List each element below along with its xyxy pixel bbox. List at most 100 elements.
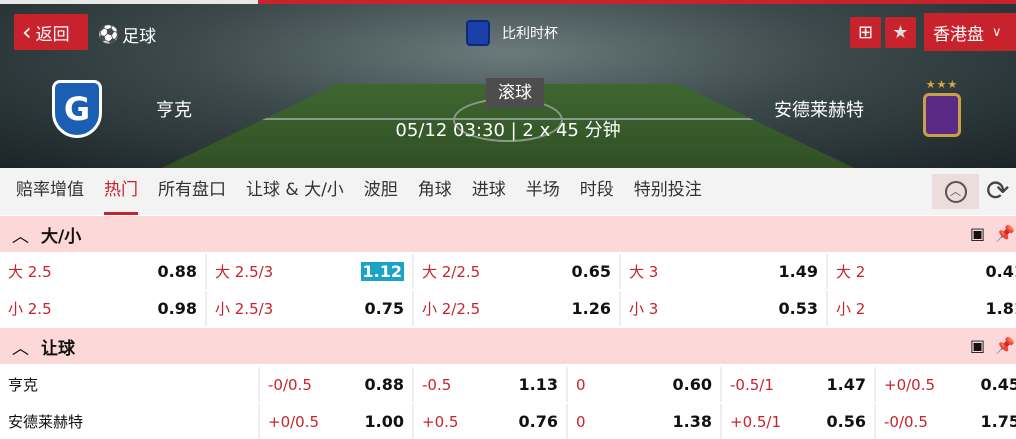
odds-cell[interactable]: -0.5/1 1.47 [722,367,874,402]
tab-9[interactable]: 特别投注 [633,180,702,200]
collapse-all-button[interactable]: ︿ [932,174,979,209]
odds-value: 1.49 [778,262,818,281]
odds-cell[interactable]: 大 2/2.5 0.65 [414,254,619,289]
odds-value: 1.13 [518,375,558,394]
handicap-label: +0.5/1 [730,412,782,431]
odds-value: 1.00 [364,412,404,431]
team-name: 安德莱赫特 [8,413,84,431]
odds-cell[interactable]: 0 0.60 [568,367,720,402]
stats-icon[interactable]: ▣ [970,336,986,355]
star-icon: ★ [892,22,909,43]
tab-2[interactable]: 所有盘口 [158,180,226,200]
back-button[interactable]: ‹ 返回 [14,14,88,50]
handicap-label: -0/0.5 [268,375,312,394]
odds-cell[interactable]: -0.5 1.13 [414,367,566,402]
odds-cell[interactable]: 大 2.5/3 1.12 [207,254,412,289]
section-handicap[interactable]: ︿ 让球 ▣ 📌 [0,328,1016,364]
line-label: 大 2.5 [8,263,52,281]
home-team-crest: G [52,80,102,138]
line-label: 大 2.5/3 [215,263,274,281]
odds-value: 1.81 [985,299,1016,318]
odds-value: 0.45 [980,375,1016,394]
odds-cell[interactable]: 小 2.5/3 0.75 [207,291,412,326]
handicap-label: -0.5/1 [730,375,774,394]
handicap-label: +0/0.5 [884,375,936,394]
stats-icon[interactable]: ▣ [970,224,986,243]
odds-cell[interactable]: 大 2.5 0.88 [0,254,205,289]
kickoff-time: 05/12 03:30 | 2 x 45 分钟 [395,120,621,141]
handicap-label: 0 [576,412,586,431]
chevron-left-icon: ‹ [22,18,32,46]
chevron-up-icon: ︿ [12,226,29,247]
away-team-crest: ★★★ [920,78,964,138]
odds-cell[interactable]: +0.5 0.76 [414,404,566,439]
loading-bar [0,0,1016,4]
odds-value: 0.88 [157,262,197,281]
odds-row: 亨克 -0/0.5 0.88 -0.5 1.13 0 0.60 -0.5/1 1.47 +0/0.… [0,367,1016,402]
odds-cell[interactable]: +0.5/1 0.56 [722,404,874,439]
sport-name: 足球 [122,27,157,47]
line-label: 小 2.5 [8,300,52,318]
odds-cell[interactable]: +0/0.5 1.00 [260,404,412,439]
chevron-up-icon: ︿ [12,338,29,359]
odds-cell[interactable]: 小 2.5 0.98 [0,291,205,326]
odds-cell[interactable]: 大 3 1.49 [621,254,826,289]
odds-row: 小 2.5 0.98 小 2.5/3 0.75 小 2/2.5 1.26 小 3 0.53 小 … [0,291,1016,326]
team-name: 亨克 [8,376,39,394]
odds-row: 大 2.5 0.88 大 2.5/3 1.12 大 2/2.5 0.65 大 3 1.49 大 … [0,254,1016,289]
odds-type-label: 香港盘 [933,24,984,45]
odds-value: 0.88 [364,375,404,394]
pin-icon[interactable]: 📌 [995,336,1016,355]
odds-value: 0.56 [826,412,866,431]
odds-value: 1.75 [980,412,1016,431]
refresh-button[interactable]: ⟳ [986,174,1009,208]
odds-cell[interactable]: 大 2 0.41 [828,254,1016,289]
tab-8[interactable]: 时段 [579,180,614,200]
field-icon: ⊞ [857,22,874,43]
league: 比利时杯 [466,20,558,46]
tab-7[interactable]: 半场 [525,180,560,200]
odds-cell[interactable]: +0/0.5 0.45 [876,367,1016,402]
odds-cell[interactable]: 小 3 0.53 [621,291,826,326]
odds-value: 0.53 [778,299,818,318]
odds-cell[interactable]: 0 1.38 [568,404,720,439]
odds-cell[interactable]: -0/0.5 0.88 [260,367,412,402]
odds-cell[interactable]: 小 2/2.5 1.26 [414,291,619,326]
odds-row: 安德莱赫特 +0/0.5 1.00 +0.5 0.76 0 1.38 +0.5/1 0.56 -0… [0,404,1016,439]
odds-value: 1.12 [360,262,404,281]
handicap-label: +0/0.5 [268,412,320,431]
tab-6[interactable]: 进球 [471,180,506,200]
handicap-label: +0.5 [422,412,459,431]
odds-value: 1.47 [826,375,866,394]
team-cell: 亨克 [0,367,258,402]
chevron-up-circle-icon: ︿ [944,180,967,203]
favorite-button[interactable]: ★ [885,17,916,48]
soccer-ball-icon: ⚽ [98,24,120,45]
line-label: 大 2 [836,263,866,281]
odds-value: 1.26 [571,299,611,318]
tab-0[interactable]: 赔率增值 [16,180,84,200]
home-team-name: 亨克 [156,100,192,121]
tab-5[interactable]: 角球 [417,180,452,200]
pin-icon[interactable]: 📌 [995,224,1016,243]
league-logo [466,20,490,46]
section-over-under[interactable]: ︿ 大/小 ▣ 📌 [0,216,1016,252]
tab-3[interactable]: 让球 & 大/小 [246,180,344,200]
tab-4[interactable]: 波胆 [363,180,398,200]
handicap-label: -0/0.5 [884,412,928,431]
line-label: 小 3 [629,300,659,318]
league-name: 比利时杯 [502,26,558,42]
odds-type-dropdown[interactable]: 香港盘 ∨ [924,13,1016,51]
handicap-label: -0.5 [422,375,452,394]
odds-cell[interactable]: -0/0.5 1.75 [876,404,1016,439]
odds-value: 1.38 [672,412,712,431]
sport-label: ⚽ 足球 [98,22,157,48]
pitch-view-button[interactable]: ⊞ [850,17,881,48]
odds-value: 0.41 [985,262,1016,281]
line-label: 小 2.5/3 [215,300,274,318]
tab-1[interactable]: 热门 [94,168,148,215]
odds-cell[interactable]: 小 2 1.81 [828,291,1016,326]
section-title: 让球 [41,338,75,359]
live-status-badge: 滚球 [486,78,544,108]
odds-value: 0.98 [157,299,197,318]
